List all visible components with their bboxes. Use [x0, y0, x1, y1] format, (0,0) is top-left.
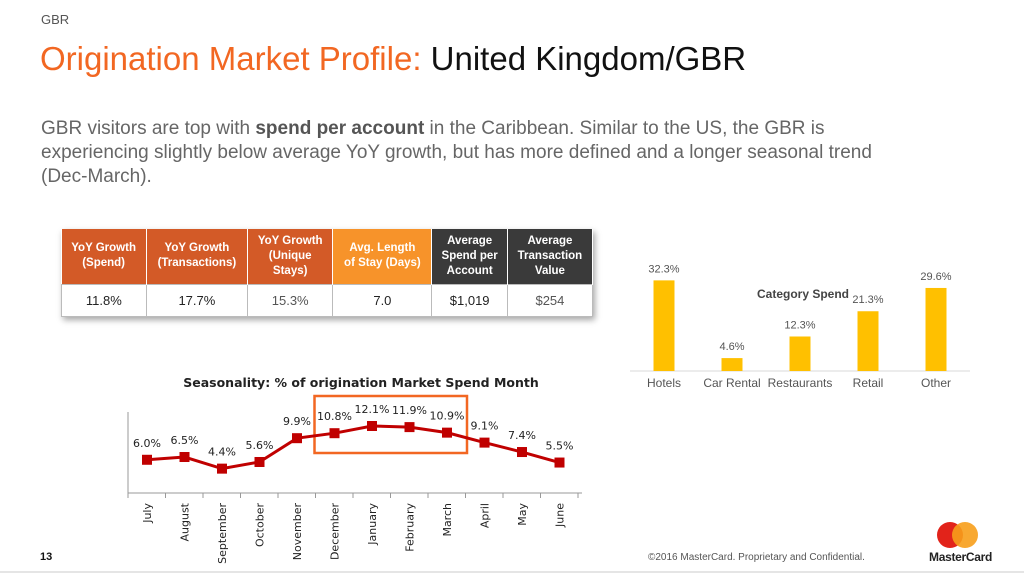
seasonality-point — [254, 456, 265, 467]
seasonality-data-label: 10.9% — [430, 410, 465, 423]
category-data-label: 4.6% — [719, 341, 744, 353]
page-title: Origination Market Profile: United Kingd… — [40, 38, 746, 80]
seasonality-point — [179, 452, 190, 463]
bottom-divider — [0, 571, 1024, 573]
seasonality-data-label: 6.0% — [133, 437, 161, 450]
page-title-accent: Origination Market Profile: — [40, 40, 422, 77]
seasonality-tick-label: March — [441, 503, 454, 537]
category-data-label: 32.3% — [648, 263, 679, 275]
category-tick-label: Restaurants — [768, 376, 833, 390]
summary-part1: GBR visitors are top with — [41, 118, 256, 139]
kpi-value-transactions-growth: 17.7% — [145, 283, 249, 317]
seasonality-point — [554, 457, 565, 468]
seasonality-data-label: 10.8% — [317, 410, 352, 423]
seasonality-tick-label: February — [404, 503, 417, 552]
mastercard-logo-icon — [937, 522, 978, 548]
seasonality-point — [517, 447, 527, 458]
seasonality-data-label: 5.6% — [246, 439, 274, 452]
category-bar — [857, 311, 879, 371]
kpi-header-avg-spend-per-account: Average Spend per Account — [431, 229, 508, 284]
seasonality-point — [217, 463, 227, 474]
seasonality-point — [404, 422, 415, 433]
summary-text: GBR visitors are top with spend per acco… — [41, 117, 901, 189]
category-bar — [789, 336, 811, 371]
page-number: 13 — [40, 551, 53, 563]
seasonality-point — [329, 428, 340, 439]
kpi-table: YoY Growth (Spend) YoY Growth (Transaction… — [61, 229, 594, 317]
page-title-country: United Kingdom/GBR — [430, 40, 747, 77]
seasonality-point — [142, 454, 152, 465]
peak-season-highlight — [313, 394, 469, 455]
seasonality-tick-label: January — [366, 503, 379, 546]
seasonality-tick-label: December — [329, 503, 342, 561]
seasonality-tick-label: November — [291, 503, 304, 561]
kpi-value-avg-spend-per-account: $1,019 — [431, 283, 508, 317]
seasonality-data-label: 12.1% — [355, 403, 390, 416]
kpi-header-row: YoY Growth (Spend) YoY Growth (Transaction… — [61, 229, 594, 284]
seasonality-point — [442, 427, 452, 438]
seasonality-point — [479, 437, 490, 448]
seasonality-data-label: 9.9% — [283, 415, 311, 428]
seasonality-data-label: 6.5% — [171, 434, 199, 447]
seasonality-tick-label: April — [479, 503, 492, 528]
kpi-value-avg-transaction-value: $254 — [506, 283, 594, 317]
summary-bold: spend per account — [255, 118, 425, 139]
kpi-value-avg-length-of-stay: 7.0 — [332, 283, 433, 317]
kpi-header-unique-stays-growth: YoY Growth (Unique Stays) — [247, 229, 334, 284]
summary-part2: in the Caribbean. Similar to the US, the… — [41, 118, 872, 187]
seasonality-data-label: 7.4% — [508, 429, 536, 442]
seasonality-line — [146, 424, 560, 471]
seasonality-data-label: 5.5% — [546, 440, 574, 453]
category-tick-label: Retail — [853, 376, 884, 390]
category-data-label: 21.3% — [852, 294, 883, 306]
seasonality-data-label: 11.9% — [392, 404, 427, 417]
kpi-value-spend-growth: 11.8% — [61, 283, 147, 317]
kpi-header-spend-growth: YoY Growth (Spend) — [61, 229, 147, 284]
category-data-label: 12.3% — [784, 319, 815, 331]
category-bar — [721, 358, 743, 371]
category-tick-label: Hotels — [647, 376, 681, 390]
seasonality-point — [292, 433, 302, 444]
seasonality-point — [367, 421, 377, 431]
category-tick-label: Other — [921, 376, 951, 390]
seasonality-tick-label: July — [141, 503, 154, 524]
section-tag: GBR — [41, 12, 70, 27]
kpi-value-unique-stays-growth: 15.3% — [247, 283, 334, 317]
category-chart-title: Category Spend — [757, 287, 849, 301]
kpi-value-row: 11.8% 17.7% 15.3% 7.0 $1,019 $254 — [61, 283, 594, 317]
kpi-header-avg-length-of-stay: Avg. Length of Stay (Days) — [332, 229, 433, 284]
seasonality-tick-label: May — [516, 503, 529, 526]
seasonality-data-label: 9.1% — [471, 420, 499, 433]
seasonality-chart-title: Seasonality: % of origination Market Spe… — [183, 375, 539, 390]
seasonality-tick-label: August — [179, 502, 192, 541]
category-data-label: 29.6% — [920, 271, 951, 283]
kpi-header-transactions-growth: YoY Growth (Transactions) — [146, 229, 249, 284]
seasonality-tick-label: June — [554, 503, 567, 528]
mastercard-wordmark: MasterCard — [929, 550, 993, 564]
kpi-header-avg-transaction-value: Average Transaction Value — [507, 229, 594, 284]
category-bar — [925, 287, 947, 371]
copyright-notice: ©2016 MasterCard. Proprietary and Confid… — [648, 552, 865, 563]
category-tick-label: Car Rental — [703, 376, 760, 390]
seasonality-tick-label: September — [216, 503, 229, 564]
category-bar — [653, 280, 675, 371]
seasonality-tick-label: October — [254, 503, 267, 547]
seasonality-data-label: 4.4% — [208, 446, 236, 459]
